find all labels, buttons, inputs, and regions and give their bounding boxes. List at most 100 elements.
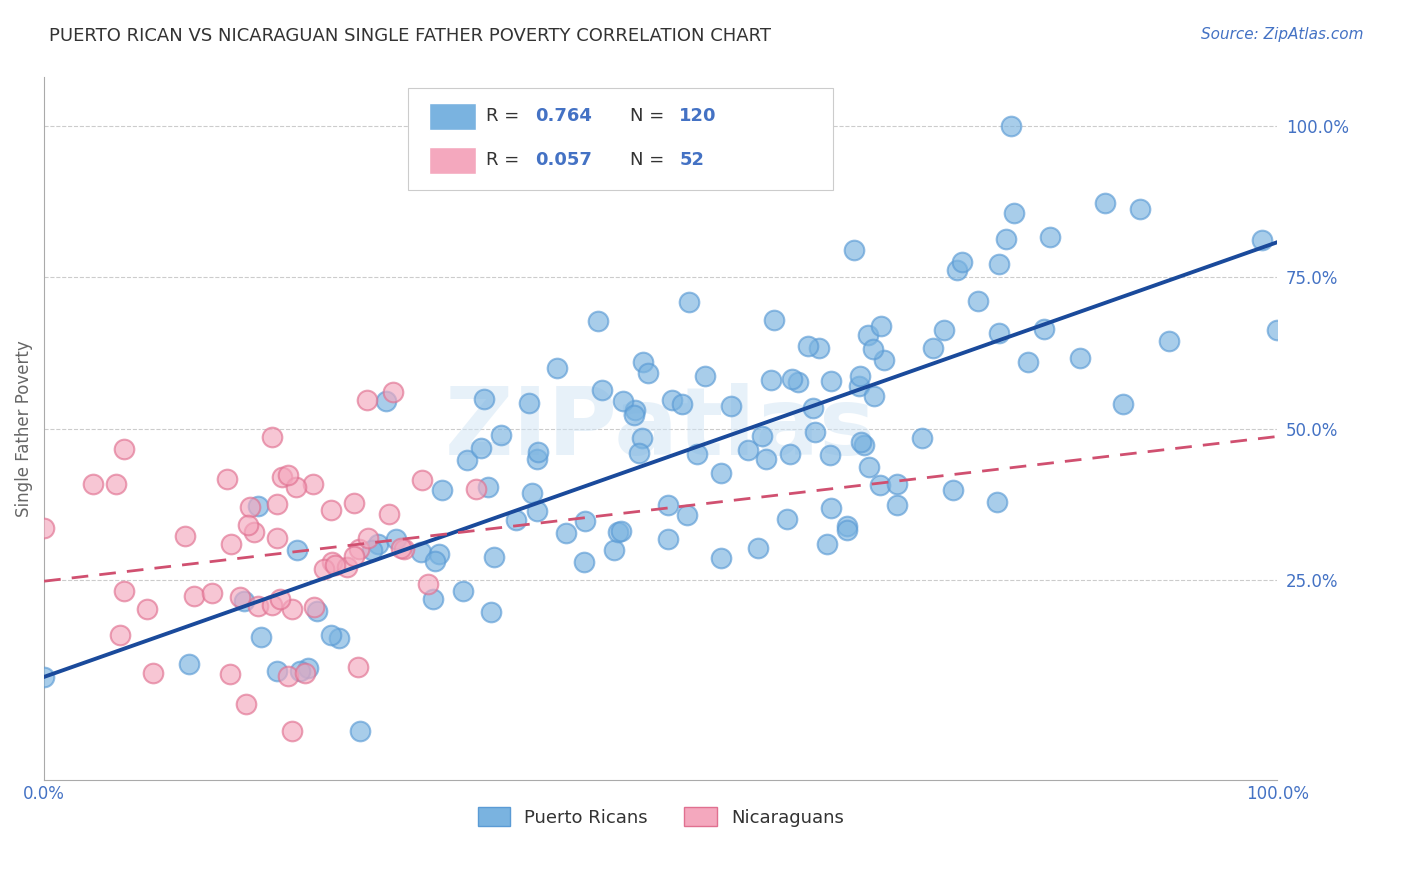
Point: [942, 483, 965, 497]
Point: [945, 262, 967, 277]
Point: [657, 498, 679, 512]
Point: [922, 341, 945, 355]
Point: [870, 319, 893, 334]
Text: R =: R =: [485, 107, 524, 125]
Point: [409, 544, 432, 558]
Point: [591, 383, 613, 397]
Point: [934, 323, 956, 337]
Point: [820, 448, 842, 462]
Point: [747, 541, 769, 556]
Point: [1039, 230, 1062, 244]
Point: [297, 661, 319, 675]
Point: [852, 438, 875, 452]
Point: [321, 555, 343, 569]
Point: [472, 392, 495, 406]
Point: [886, 498, 908, 512]
Text: 120: 120: [679, 107, 717, 125]
Point: [392, 541, 415, 556]
Point: [1129, 202, 1152, 217]
Point: [183, 589, 205, 603]
Point: [425, 553, 447, 567]
Point: [1251, 233, 1274, 247]
Point: [112, 442, 135, 456]
Point: [661, 392, 683, 407]
Point: [710, 551, 733, 566]
Point: [235, 698, 257, 712]
Point: [1157, 334, 1180, 349]
Point: [851, 435, 873, 450]
Point: [104, 477, 127, 491]
Point: [657, 532, 679, 546]
FancyBboxPatch shape: [429, 147, 475, 174]
Point: [676, 508, 699, 523]
Point: [356, 531, 378, 545]
Point: [574, 515, 596, 529]
Point: [464, 483, 486, 497]
Point: [361, 543, 384, 558]
Point: [609, 524, 631, 539]
Point: [336, 560, 359, 574]
Point: [526, 504, 548, 518]
Point: [527, 445, 550, 459]
Point: [451, 584, 474, 599]
Point: [215, 472, 238, 486]
Point: [302, 599, 325, 614]
Point: [1069, 351, 1091, 365]
Point: [627, 446, 650, 460]
Point: [737, 442, 759, 457]
Point: [243, 525, 266, 540]
Point: [108, 628, 131, 642]
Point: [1002, 206, 1025, 220]
Point: [858, 460, 880, 475]
Point: [709, 466, 731, 480]
Point: [686, 446, 709, 460]
Point: [988, 257, 1011, 271]
Point: [229, 590, 252, 604]
Point: [862, 342, 884, 356]
Point: [612, 393, 634, 408]
Point: [574, 556, 596, 570]
Point: [820, 501, 842, 516]
Point: [1267, 323, 1289, 337]
Point: [623, 402, 645, 417]
Point: [32, 670, 55, 684]
Point: [835, 523, 858, 537]
Point: [967, 293, 990, 308]
Point: [271, 469, 294, 483]
Point: [136, 602, 159, 616]
Point: [796, 339, 818, 353]
FancyBboxPatch shape: [429, 103, 475, 130]
Point: [820, 374, 842, 388]
Point: [489, 428, 512, 442]
Point: [411, 473, 433, 487]
Point: [266, 497, 288, 511]
Point: [994, 232, 1017, 246]
Point: [312, 562, 335, 576]
Point: [588, 313, 610, 327]
Point: [389, 541, 412, 555]
Point: [277, 467, 299, 482]
Point: [262, 598, 284, 612]
Point: [786, 376, 808, 390]
Point: [637, 367, 659, 381]
FancyBboxPatch shape: [408, 88, 834, 190]
Point: [801, 401, 824, 415]
Text: 0.057: 0.057: [536, 151, 592, 169]
Point: [349, 541, 371, 556]
Point: [321, 502, 343, 516]
Point: [505, 513, 527, 527]
Point: [863, 388, 886, 402]
Text: R =: R =: [485, 151, 524, 169]
Point: [266, 532, 288, 546]
Point: [911, 431, 934, 445]
Point: [842, 243, 865, 257]
Point: [456, 452, 478, 467]
Text: 0.764: 0.764: [536, 107, 592, 125]
Point: [988, 326, 1011, 341]
Point: [367, 537, 389, 551]
Point: [416, 576, 439, 591]
Y-axis label: Single Father Poverty: Single Father Poverty: [15, 340, 32, 516]
Point: [477, 480, 499, 494]
Point: [285, 543, 308, 558]
Text: ZIPatlas: ZIPatlas: [446, 383, 876, 475]
